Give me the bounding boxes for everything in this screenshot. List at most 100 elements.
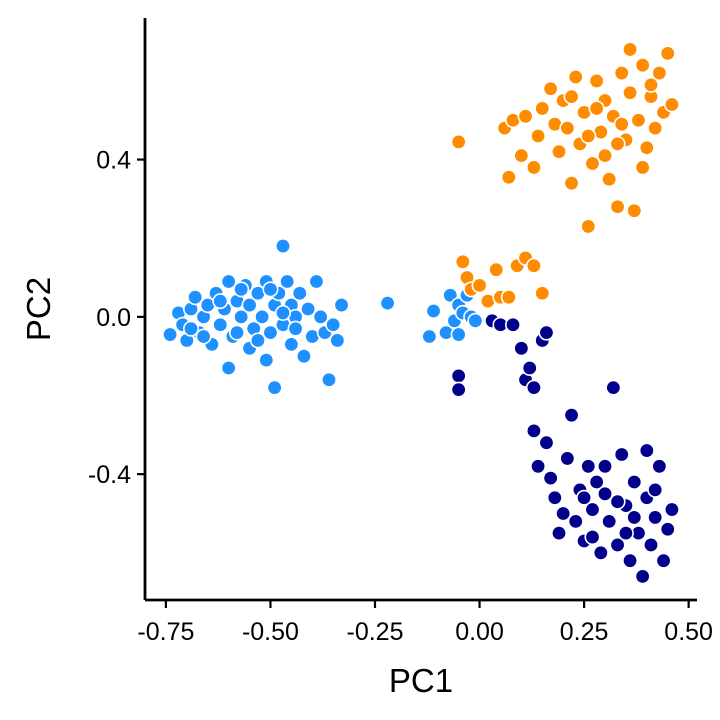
y-tick-label: 0.0 bbox=[96, 304, 131, 332]
scatter-point-series-3 bbox=[504, 316, 521, 333]
scatter-point-series-3 bbox=[550, 525, 567, 542]
x-ticks: -0.75 -0.50 -0.25 0.00 0.25 0.50 bbox=[137, 600, 713, 646]
scatter-point-series-3 bbox=[546, 489, 563, 506]
scatter-point-series-2 bbox=[663, 96, 680, 113]
scatter-point-series-3 bbox=[567, 513, 584, 530]
scatter-point-series-2 bbox=[580, 127, 597, 144]
scatter-point-series-1 bbox=[379, 295, 396, 312]
scatter-point-series-3 bbox=[588, 474, 605, 491]
scatter-point-series-1 bbox=[274, 304, 291, 321]
scatter-point-series-1 bbox=[295, 348, 312, 365]
scatter-point-series-2 bbox=[563, 88, 580, 105]
scatter-point-series-2 bbox=[550, 143, 567, 160]
scatter-point-series-1 bbox=[283, 336, 300, 353]
scatter-point-series-2 bbox=[517, 108, 534, 125]
scatter-point-series-1 bbox=[258, 352, 275, 369]
scatter-point-series-3 bbox=[647, 509, 664, 526]
x-tick-label: -0.75 bbox=[137, 618, 194, 646]
scatter-point-series-2 bbox=[638, 139, 655, 156]
scatter-point-series-2 bbox=[630, 112, 647, 129]
scatter-point-series-1 bbox=[241, 297, 258, 314]
scatter-point-series-1 bbox=[187, 289, 204, 306]
scatter-point-series-2 bbox=[622, 41, 639, 58]
scatter-point-series-1 bbox=[220, 273, 237, 290]
scatter-point-series-2 bbox=[559, 120, 576, 137]
y-tick-label: -0.4 bbox=[88, 461, 131, 489]
x-axis-title: PC1 bbox=[389, 662, 453, 699]
scatter-point-series-1 bbox=[421, 328, 438, 345]
scatter-point-series-3 bbox=[647, 481, 664, 498]
scatter-point-series-2 bbox=[642, 76, 659, 93]
scatter-point-series-3 bbox=[563, 407, 580, 424]
scatter-point-series-2 bbox=[596, 147, 613, 164]
scatter-point-series-2 bbox=[580, 218, 597, 235]
scatter-point-series-2 bbox=[651, 65, 668, 82]
scatter-point-series-2 bbox=[471, 277, 488, 294]
scatter-point-series-2 bbox=[613, 116, 630, 133]
scatter-point-series-1 bbox=[274, 238, 291, 255]
x-tick-label: 0.25 bbox=[560, 618, 609, 646]
scatter-point-series-3 bbox=[655, 552, 672, 569]
scatter-point-series-1 bbox=[300, 300, 317, 317]
scatter-point-series-3 bbox=[609, 536, 626, 553]
scatter-point-series-2 bbox=[634, 159, 651, 176]
scatter-point-series-3 bbox=[613, 446, 630, 463]
scatter-point-series-1 bbox=[287, 320, 304, 337]
scatter-point-series-2 bbox=[534, 100, 551, 117]
scatter-point-series-2 bbox=[542, 80, 559, 97]
scatter-point-series-3 bbox=[617, 525, 634, 542]
axes-layer bbox=[143, 18, 697, 602]
scatter-point-series-3 bbox=[663, 501, 680, 518]
scatter-point-series-3 bbox=[450, 367, 467, 384]
x-tick-label: -0.50 bbox=[242, 618, 299, 646]
scatter-point-series-1 bbox=[279, 273, 296, 290]
scatter-point-series-2 bbox=[500, 289, 517, 306]
scatter-point-series-1 bbox=[320, 371, 337, 388]
scatter-point-series-3 bbox=[555, 505, 572, 522]
scatter-point-series-3 bbox=[651, 458, 668, 475]
scatter-point-series-2 bbox=[659, 45, 676, 62]
scatter-point-series-3 bbox=[596, 485, 613, 502]
scatter-point-series-3 bbox=[538, 434, 555, 451]
scatter-point-series-2 bbox=[488, 261, 505, 278]
scatter-point-series-3 bbox=[592, 544, 609, 561]
scatter-point-series-3 bbox=[626, 474, 643, 491]
scatter-point-series-3 bbox=[642, 536, 659, 553]
scatter-point-series-3 bbox=[525, 422, 542, 439]
scatter-point-series-1 bbox=[425, 302, 442, 319]
scatter-point-series-3 bbox=[601, 513, 618, 530]
scatter-point-series-3 bbox=[530, 458, 547, 475]
scatter-point-series-3 bbox=[513, 340, 530, 357]
y-axis-title: PC2 bbox=[20, 277, 57, 341]
scatter-point-series-2 bbox=[634, 57, 651, 74]
scatter-point-series-3 bbox=[634, 568, 651, 585]
scatter-point-series-2 bbox=[513, 147, 530, 164]
scatter-point-series-3 bbox=[538, 324, 555, 341]
scatter-point-series-3 bbox=[525, 379, 542, 396]
scatter-point-series-3 bbox=[609, 493, 626, 510]
scatter-point-series-1 bbox=[312, 308, 329, 325]
scatter-point-series-2 bbox=[454, 253, 471, 270]
scatter-point-series-3 bbox=[450, 381, 467, 398]
scatter-point-series-3 bbox=[605, 379, 622, 396]
scatter-point-series-1 bbox=[262, 281, 279, 298]
scatter-point-series-2 bbox=[601, 171, 618, 188]
x-tick-label: 0.00 bbox=[455, 618, 504, 646]
scatter-point-series-1 bbox=[220, 359, 237, 376]
scatter-point-series-1 bbox=[266, 379, 283, 396]
scatter-point-series-2 bbox=[525, 257, 542, 274]
scatter-point-series-3 bbox=[659, 521, 676, 538]
scatter-point-series-1 bbox=[229, 324, 246, 341]
scatter-point-series-1 bbox=[249, 332, 266, 349]
scatter-point-series-2 bbox=[647, 120, 664, 137]
scatter-point-series-2 bbox=[534, 285, 551, 302]
points-layer bbox=[162, 41, 680, 585]
scatter-point-series-1 bbox=[212, 316, 229, 333]
scatter-point-series-1 bbox=[183, 320, 200, 337]
scatter-point-series-3 bbox=[542, 470, 559, 487]
scatter-point-series-2 bbox=[450, 133, 467, 150]
x-tick-label: -0.25 bbox=[347, 618, 404, 646]
scatter-point-series-1 bbox=[450, 326, 467, 343]
scatter-point-series-1 bbox=[254, 308, 271, 325]
scatter-point-series-2 bbox=[500, 169, 517, 186]
